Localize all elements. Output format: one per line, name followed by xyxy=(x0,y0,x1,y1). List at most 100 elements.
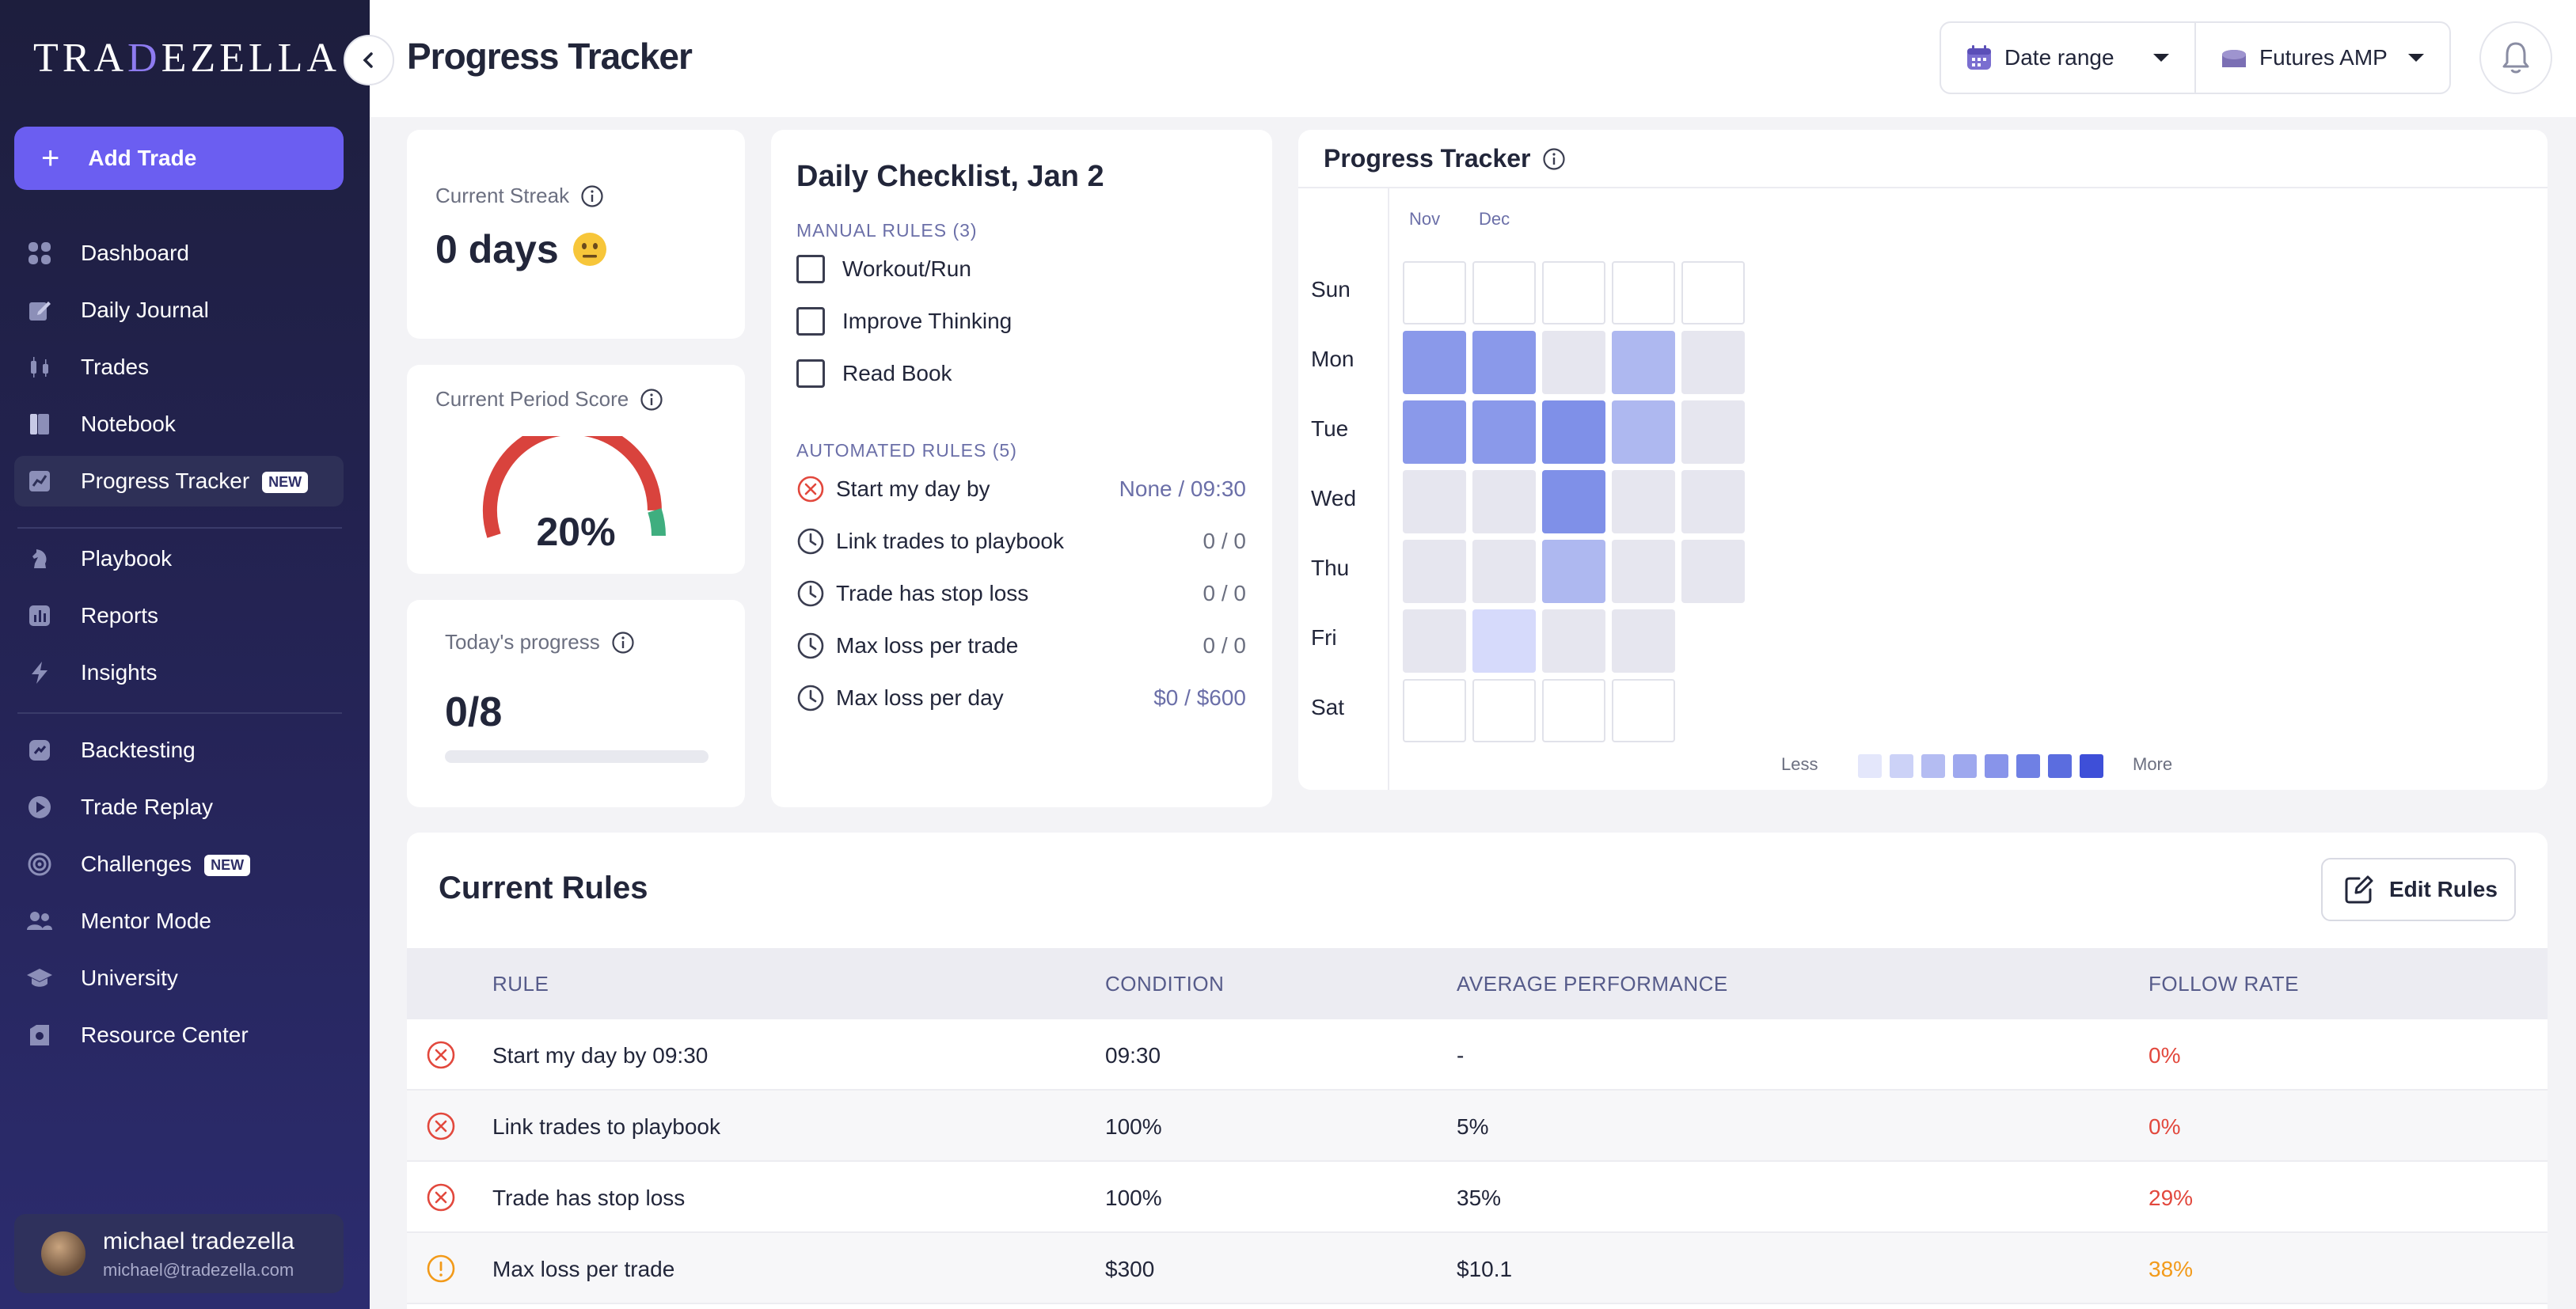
period-score-label: Current Period Score xyxy=(435,387,629,411)
heatmap-cell[interactable] xyxy=(1472,609,1536,673)
notebook-icon xyxy=(25,410,54,438)
error-circle-x-icon xyxy=(427,1112,455,1140)
play-icon xyxy=(25,793,54,821)
heatmap-cell[interactable] xyxy=(1472,331,1536,394)
account-folder-icon xyxy=(2222,50,2246,67)
heatmap-cell[interactable] xyxy=(1542,679,1605,742)
heatmap-cell[interactable] xyxy=(1542,331,1605,394)
info-icon[interactable] xyxy=(640,388,663,412)
legend-swatch xyxy=(1985,754,2008,778)
clock-icon xyxy=(797,632,824,659)
rule-average-performance: 35% xyxy=(1457,1186,1502,1210)
day-label: Tue xyxy=(1311,416,1349,441)
heatmap-cell[interactable] xyxy=(1612,540,1675,603)
heatmap-cell[interactable] xyxy=(1612,331,1675,394)
automated-rule-item: Max loss per day $0 / $600 xyxy=(796,682,1246,714)
sidebar-item-progress-tracker[interactable]: Progress Tracker NEW xyxy=(14,456,344,507)
heatmap-cell[interactable] xyxy=(1681,261,1745,324)
sidebar-item-notebook[interactable]: Notebook xyxy=(14,399,344,450)
heatmap-cell[interactable] xyxy=(1472,261,1536,324)
table-row[interactable]: Start my day by 09:30 09:30 - 0% xyxy=(407,1019,2548,1091)
checkbox[interactable] xyxy=(796,255,825,283)
info-icon[interactable] xyxy=(611,631,635,654)
sidebar-item-trades[interactable]: Trades xyxy=(14,342,344,393)
target-icon xyxy=(25,850,54,878)
heatmap-cell[interactable] xyxy=(1472,470,1536,533)
date-range-filter[interactable]: Date range xyxy=(1940,21,2196,94)
heatmap-cell[interactable] xyxy=(1681,400,1745,464)
sidebar-item-playbook[interactable]: Playbook xyxy=(14,533,344,584)
sidebar-item-challenges[interactable]: Challenges NEW xyxy=(14,839,344,890)
info-icon[interactable] xyxy=(580,184,604,208)
manual-rule-item[interactable]: Read Book xyxy=(796,359,952,388)
heatmap-cell[interactable] xyxy=(1681,540,1745,603)
manual-rule-label: Read Book xyxy=(842,361,952,385)
heatmap-cell[interactable] xyxy=(1472,540,1536,603)
sidebar-item-trade-replay[interactable]: Trade Replay xyxy=(14,782,344,833)
table-row[interactable]: Link trades to playbook 100% 5% 0% xyxy=(407,1091,2548,1162)
heatmap-cell[interactable] xyxy=(1681,470,1745,533)
sidebar-item-dashboard[interactable]: Dashboard xyxy=(14,228,344,279)
failed-circle-x-icon xyxy=(797,476,824,503)
app-logo[interactable]: TRA D EZELLA xyxy=(33,30,340,85)
heatmap-cell[interactable] xyxy=(1542,470,1605,533)
checkbox[interactable] xyxy=(796,307,825,336)
sidebar-item-backtesting[interactable]: Backtesting xyxy=(14,725,344,776)
heatmap-cell[interactable] xyxy=(1403,331,1466,394)
collapse-sidebar-button[interactable] xyxy=(344,35,394,85)
todays-progress-label: Today's progress xyxy=(445,630,600,654)
manual-rule-item[interactable]: Improve Thinking xyxy=(796,307,1012,336)
column-header-follow-rate[interactable]: FOLLOW RATE xyxy=(2149,972,2299,996)
heatmap-cell[interactable] xyxy=(1472,679,1536,742)
heatmap-cell[interactable] xyxy=(1403,261,1466,324)
sidebar-item-resource-center[interactable]: Resource Center xyxy=(14,1010,344,1060)
neutral-face-emoji-icon xyxy=(572,233,606,266)
heatmap-cell[interactable] xyxy=(1612,470,1675,533)
heatmap-cell[interactable] xyxy=(1612,400,1675,464)
heatmap-cell[interactable] xyxy=(1542,400,1605,464)
heatmap-cell[interactable] xyxy=(1472,400,1536,464)
sidebar-item-university[interactable]: University xyxy=(14,953,344,1004)
heatmap-cell[interactable] xyxy=(1403,679,1466,742)
edit-icon xyxy=(2345,875,2373,904)
edit-rules-button[interactable]: Edit Rules xyxy=(2321,858,2516,921)
table-row[interactable]: Max loss per trade $300 $10.1 38% xyxy=(407,1233,2548,1304)
heatmap-cell[interactable] xyxy=(1403,609,1466,673)
sidebar-item-text: Challenges xyxy=(81,852,192,876)
column-header-average-performance[interactable]: AVERAGE PERFORMANCE xyxy=(1457,972,1728,996)
day-label: Sat xyxy=(1311,695,1345,719)
user-profile[interactable]: michael tradezella michael@tradezella.co… xyxy=(14,1214,344,1293)
heatmap-cell[interactable] xyxy=(1542,261,1605,324)
sidebar-item-mentor-mode[interactable]: Mentor Mode xyxy=(14,896,344,947)
column-header-condition[interactable]: CONDITION xyxy=(1105,972,1225,996)
sidebar-item-insights[interactable]: Insights xyxy=(14,647,344,698)
account-selector[interactable]: Futures AMP xyxy=(2194,21,2451,94)
chart-icon xyxy=(25,467,54,495)
heatmap-cell[interactable] xyxy=(1403,540,1466,603)
checkbox[interactable] xyxy=(796,359,825,388)
nav-divider xyxy=(17,527,342,529)
heatmap-cell[interactable] xyxy=(1542,609,1605,673)
heatmap-cell[interactable] xyxy=(1612,679,1675,742)
heatmap-cell[interactable] xyxy=(1681,331,1745,394)
bell-icon xyxy=(2502,42,2529,74)
info-icon[interactable] xyxy=(1542,147,1566,171)
sidebar-item-reports[interactable]: Reports xyxy=(14,590,344,641)
sidebar-item-label: Resource Center xyxy=(81,1023,249,1047)
heatmap-cell[interactable] xyxy=(1612,261,1675,324)
heatmap-cell[interactable] xyxy=(1542,540,1605,603)
column-header-rule[interactable]: RULE xyxy=(492,972,549,996)
rule-condition: 100% xyxy=(1105,1186,1162,1210)
sidebar-item-daily-journal[interactable]: Daily Journal xyxy=(14,285,344,336)
automated-rule-label: Start my day by xyxy=(836,476,990,501)
add-trade-button[interactable]: + Add Trade xyxy=(14,127,344,190)
heatmap-cell[interactable] xyxy=(1403,470,1466,533)
heatmap-cell[interactable] xyxy=(1612,609,1675,673)
nav-divider xyxy=(17,712,342,714)
table-row[interactable]: Trade has stop loss 100% 35% 29% xyxy=(407,1162,2548,1233)
manual-rule-item[interactable]: Workout/Run xyxy=(796,255,971,283)
manual-rule-label: Improve Thinking xyxy=(842,309,1013,333)
streak-value-row: 0 days xyxy=(435,226,608,272)
notifications-button[interactable] xyxy=(2479,21,2552,94)
heatmap-cell[interactable] xyxy=(1403,400,1466,464)
